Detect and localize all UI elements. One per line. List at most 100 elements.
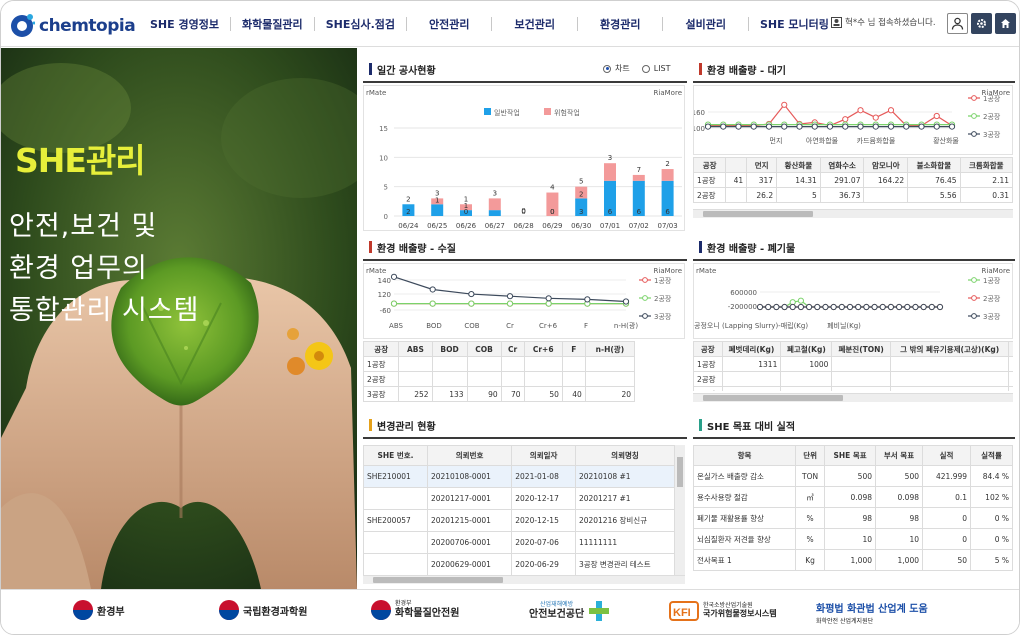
nav-she-audit[interactable]: SHE심사.점검 [325,18,395,31]
table-row[interactable]: 뇌심질환자 저견율 향상% 10 10 0 0 % [692,528,1013,550]
column-header[interactable]: Cr+6 [523,341,563,357]
data-point [765,123,773,130]
nav-she-monitoring[interactable]: SHE 모니터링 [759,18,829,31]
table-row[interactable]: 온실가스 배출량 감소 TON 500 500 421.999 84.4 % [692,465,1013,487]
column-header[interactable]: 공장 [693,157,727,173]
data-point [506,300,514,307]
nav-she-management[interactable]: SHE 경영정보 [150,18,219,31]
chart-option-label: 차트 [615,64,630,73]
table-row[interactable]: 2공장 26.2 5 36.73 5.56 0.31 [693,187,1013,203]
column-header[interactable]: n-H(광) [584,341,636,357]
nav-divider [406,17,407,31]
table-row[interactable]: SHE200057 20201215-0001 2020-12-15 20201216… [363,509,675,532]
list-radio[interactable] [641,64,650,73]
column-header[interactable]: 불소화합물 [907,157,961,173]
footer-logo-moe[interactable]: 환경부 [73,600,125,620]
table-cell [889,386,1010,391]
y-tick-label: 10 [379,154,388,162]
column-header[interactable]: Cr [500,341,525,357]
waste-table-scrollbar[interactable] [693,393,1013,402]
table-row[interactable]: 2공장 [693,371,1013,387]
column-header[interactable]: 황산화물 [776,157,821,173]
data-point [838,303,845,311]
column-header[interactable]: 공장 [693,341,723,357]
footer-logo-chemnavi[interactable]: 화평법 화관법 산업계 도움 화학안전 산업계지원단 [816,600,928,625]
change-table-vscroll[interactable] [675,445,685,575]
table-cell: 5 [776,187,821,203]
table-row[interactable]: 20200629-0001 2020-06-29 3공장 변경관리 테스트 [363,553,675,575]
title-marker [699,419,702,431]
column-header[interactable]: 실적률 [970,445,1013,466]
column-header[interactable]: 부서 목표 [875,445,923,466]
footer-logo-kfi[interactable]: KFI 한국소방산업기술원 국가위험물정보시스템 [669,600,777,622]
nav-chemical[interactable]: 화학물질관리 [241,18,303,31]
table-row[interactable]: 용수사용량 절감 ㎥ 0.098 0.098 0.1 102 % [692,486,1013,508]
chemtopia-logo[interactable]: chemtopia [9,10,136,40]
column-header[interactable]: ABS [398,341,433,357]
table-row[interactable]: 1공장 41 317 14.31 291.07 164.22 76.45 2.11 [693,172,1013,188]
column-header[interactable]: F [561,341,586,357]
hero-subtitle-line-2: 환경 업무의 [9,253,148,284]
settings-button[interactable] [971,13,992,34]
nav-environment[interactable]: 환경관리 [599,18,641,31]
column-header[interactable]: 폐고철(Kg) [780,341,833,357]
nav-facility[interactable]: 설비관리 [685,18,726,31]
column-header[interactable]: 실적 [921,445,972,466]
column-header[interactable]: 먼지 [746,157,778,173]
table-cell [523,356,563,372]
panel-title: 변경관리 현황 [369,415,436,435]
table-row[interactable]: 3공장 [693,386,1013,391]
column-header[interactable]: 의뢰일자 [511,445,576,466]
column-header[interactable]: 항목 [692,445,797,466]
column-header[interactable]: 단위 [795,445,826,466]
x-tick-label: 06/24 [398,222,419,230]
table-row[interactable]: 20200706-0001 2020-07-06 11111111 [363,531,675,554]
column-header[interactable]: 의뢰번호 [426,445,513,466]
column-header[interactable]: 그 밖의 폐유기용제(고상)(Kg) [889,341,1010,357]
column-header[interactable] [725,157,748,173]
column-header[interactable]: COB [466,341,502,357]
column-header[interactable]: 공장 [362,341,400,357]
scrollbar-thumb[interactable] [373,577,503,583]
column-header[interactable]: BOD [431,341,468,357]
bar-risk [575,186,588,199]
scrollbar-thumb[interactable] [703,395,843,401]
nav-divider [313,17,315,31]
bar-risk [546,192,559,216]
change-table-hscroll[interactable] [363,575,685,584]
table-cell: 98 [824,507,876,529]
table-row[interactable]: 폐기물 재활용률 향상% 98 98 0 0 % [692,507,1013,529]
column-header[interactable]: 의뢰명칭 [574,445,675,466]
table-row[interactable]: 1공장 [362,356,636,372]
scrollbar-thumb[interactable] [703,211,813,217]
chart-radio[interactable] [603,64,611,73]
footer-logo-nier[interactable]: 국립환경과학원 [219,600,307,620]
column-header[interactable]: SHE 번호. [363,445,428,466]
column-header[interactable]: E [1008,341,1013,357]
table-cell: 2공장 [693,371,723,387]
column-header[interactable]: 크롬화합물 [959,157,1013,173]
footer-logo-kosha[interactable]: 산업재해예방 안전보건공단 [529,600,610,622]
table-row[interactable]: 2공장 [362,371,636,387]
x-tick-label: 카드뮴화합물 [857,136,896,145]
column-header[interactable]: 염화수소 [819,157,865,173]
scrollbar-thumb[interactable] [677,457,683,487]
column-header[interactable]: 폐분진(TON) [831,341,891,357]
table-row[interactable]: 20201217-0001 2020-12-17 20201217 #1 [363,487,675,510]
normal-value-label: 3 [579,208,583,216]
home-button[interactable] [995,13,1016,34]
nav-safety[interactable]: 안전관리 [429,18,470,31]
data-point [842,123,849,130]
footer-logo-nics[interactable]: 환경부 화학물질안전원 [371,600,459,620]
table-row[interactable]: 전사목표 1 Kg 1,000 1,000 50 5 % [692,549,1013,571]
table-cell: 3공장 [362,386,400,402]
table-row[interactable]: 3공장 252 133 90 70 50 40 20 [362,386,636,402]
column-header[interactable]: 폐벗데리(Kg) [721,341,782,357]
nav-health[interactable]: 보건관리 [514,18,555,31]
air-table-scrollbar[interactable] [693,209,1013,218]
user-button[interactable] [947,13,968,34]
table-row[interactable]: 1공장 1311 1000 [693,356,1013,372]
column-header[interactable]: 암모니아 [863,157,909,173]
column-header[interactable]: SHE 목표 [824,445,876,466]
table-row[interactable]: SHE210001 20210108-0001 2021-01-08 20210108… [363,465,675,488]
